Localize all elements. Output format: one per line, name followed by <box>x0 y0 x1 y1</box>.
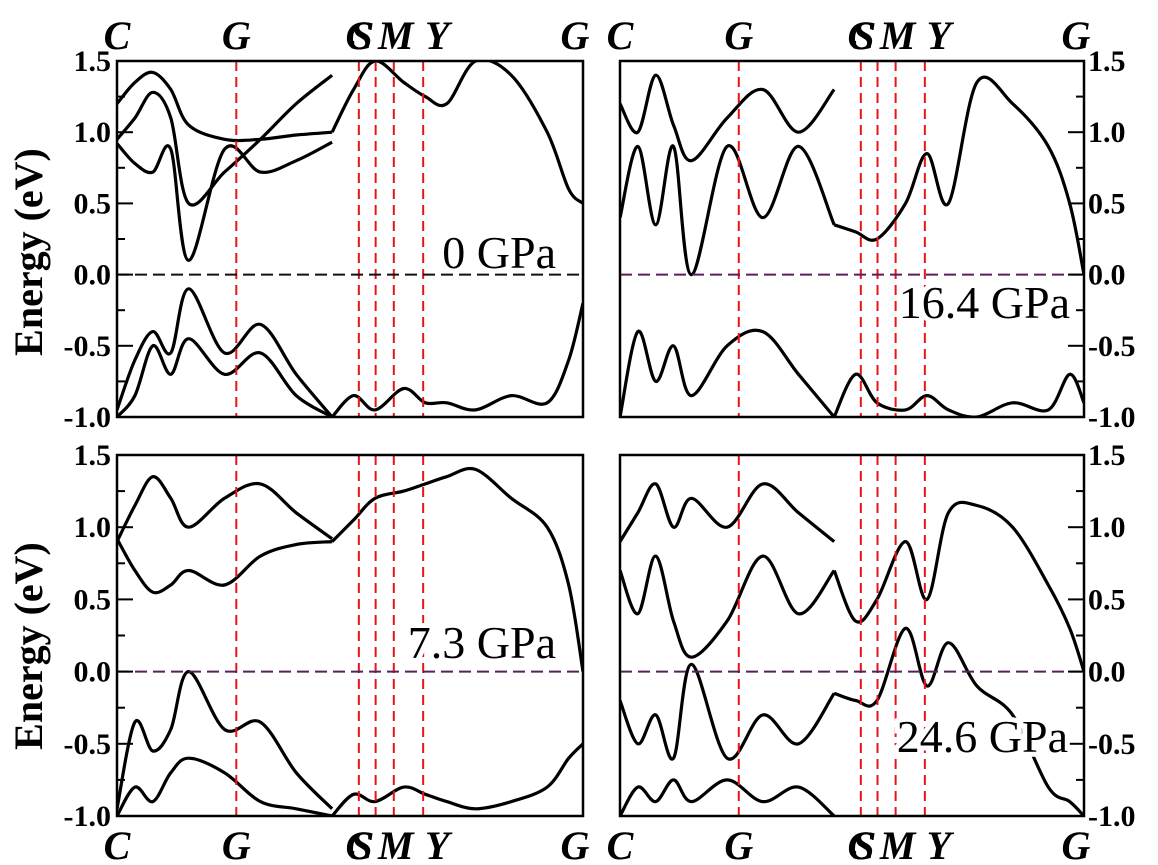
pressure-annotation: 24.6 GPa <box>897 711 1068 762</box>
band-panel-4: 1.51.00.50.0-0.5-1.0C G CS M Y G24.6 GPa <box>607 439 1136 865</box>
y-tick-label: 1.5 <box>74 439 112 472</box>
band-line-2 <box>117 538 333 595</box>
band-lines <box>620 73 1084 417</box>
band-panel-3: 1.51.00.50.0-0.5-1.0C G CS M Y G7.3 GPa <box>64 439 590 865</box>
kpoint-label-S: S <box>351 13 373 58</box>
kpoint-label-G: G <box>724 823 753 865</box>
y-tick-label: -0.5 <box>1088 330 1136 363</box>
band-line-5 <box>330 466 583 672</box>
kpoint-label-G: G <box>561 823 590 865</box>
band-line-4 <box>620 778 836 816</box>
kpoint-label-C: C <box>346 823 374 865</box>
y-tick-label: 1.5 <box>1088 439 1126 472</box>
band-line-2 <box>620 73 836 163</box>
kpoint-label-C: C <box>607 823 635 865</box>
y-tick-label: 0.5 <box>74 187 112 220</box>
kpoint-label-C: C <box>847 13 875 58</box>
band-line-2 <box>620 482 836 543</box>
kpoint-label-C: C <box>607 13 635 58</box>
band-line-5 <box>832 500 1084 673</box>
kpoint-label-G: G <box>222 13 251 58</box>
y-tick-label: 0.0 <box>74 259 112 292</box>
band-line-3 <box>620 662 836 761</box>
band-lines <box>117 466 583 816</box>
y-tick-label: -0.5 <box>1088 728 1136 761</box>
y-tick-label: 0.0 <box>74 656 112 689</box>
y-tick-label: 1.5 <box>1088 45 1126 78</box>
band-line-4 <box>833 75 1084 275</box>
band-line-6 <box>330 742 583 816</box>
kpoint-label-S: S <box>351 823 373 865</box>
y-tick-label: -1.0 <box>64 401 112 434</box>
band-line-6 <box>330 302 583 417</box>
kpoint-label-M: M <box>879 823 917 865</box>
kpoint-label-Y: Y <box>927 13 955 58</box>
band-panel-2: 1.51.00.50.0-0.5-1.0C G CS M Y G16.4 GPa <box>607 13 1136 434</box>
kpoint-label-C: C <box>104 13 132 58</box>
band-line-3 <box>620 328 836 417</box>
band-line-7 <box>330 61 583 205</box>
band-panel-1: 1.51.00.50.0-0.5-1.0C G CS M Y G0 GPa <box>64 13 590 434</box>
y-tick-label: 1.0 <box>74 116 112 149</box>
band-line-4 <box>117 756 333 816</box>
kpoint-label-S: S <box>852 13 874 58</box>
kpoint-label-S: S <box>852 823 874 865</box>
panel-frame <box>618 59 1086 419</box>
y-tick-label: -0.5 <box>64 330 112 363</box>
band-line-6 <box>833 626 1084 816</box>
ylabel-bottom: Energy (eV) <box>6 542 51 750</box>
band-line-1 <box>117 70 333 143</box>
y-tick-label: -1.0 <box>1088 401 1136 434</box>
kpoint-label-G: G <box>1062 823 1091 865</box>
kpoint-label-Y: Y <box>425 823 453 865</box>
pressure-annotation: 7.3 GPa <box>408 617 556 668</box>
y-tick-label: -1.0 <box>64 800 112 833</box>
band-line-3 <box>117 140 333 262</box>
y-tick-label: 0.0 <box>1088 656 1126 689</box>
band-line-1 <box>117 475 334 543</box>
y-tick-label: 1.0 <box>74 511 112 544</box>
y-tick-label: 1.0 <box>1088 511 1126 544</box>
kpoint-label-G: G <box>1062 13 1091 58</box>
kpoint-label-G: G <box>222 823 251 865</box>
band-line-1 <box>620 144 836 277</box>
y-tick-label: 0.5 <box>1088 187 1126 220</box>
band-line-3 <box>117 670 334 810</box>
kpoint-label-M: M <box>879 13 917 58</box>
kpoint-label-C: C <box>346 13 374 58</box>
band-line-1 <box>620 554 836 659</box>
ylabel-top: Energy (eV) <box>6 148 51 356</box>
y-tick-label: 1.5 <box>74 45 112 78</box>
y-tick-label: -0.5 <box>64 728 112 761</box>
y-tick-label: 0.5 <box>1088 583 1126 616</box>
band-line-4 <box>117 287 334 417</box>
band-line-5 <box>832 372 1084 417</box>
band-line-2 <box>117 73 334 207</box>
kpoint-label-M: M <box>377 823 415 865</box>
band-lines <box>117 61 583 417</box>
band-lines <box>620 482 1084 816</box>
y-tick-label: 0.5 <box>74 583 112 616</box>
pressure-annotation: 0 GPa <box>442 227 556 278</box>
kpoint-label-Y: Y <box>927 823 955 865</box>
kpoint-label-G: G <box>561 13 590 58</box>
kpoint-label-Y: Y <box>425 13 453 58</box>
y-tick-label: 1.0 <box>1088 116 1126 149</box>
y-tick-label: -1.0 <box>1088 800 1136 833</box>
kpoint-label-C: C <box>847 823 875 865</box>
y-tick-label: 0.0 <box>1088 259 1126 292</box>
band-line-5 <box>117 337 333 417</box>
kpoint-label-M: M <box>377 13 415 58</box>
kpoint-label-C: C <box>104 823 132 865</box>
pressure-annotation: 16.4 GPa <box>899 277 1070 328</box>
kpoint-label-G: G <box>724 13 753 58</box>
